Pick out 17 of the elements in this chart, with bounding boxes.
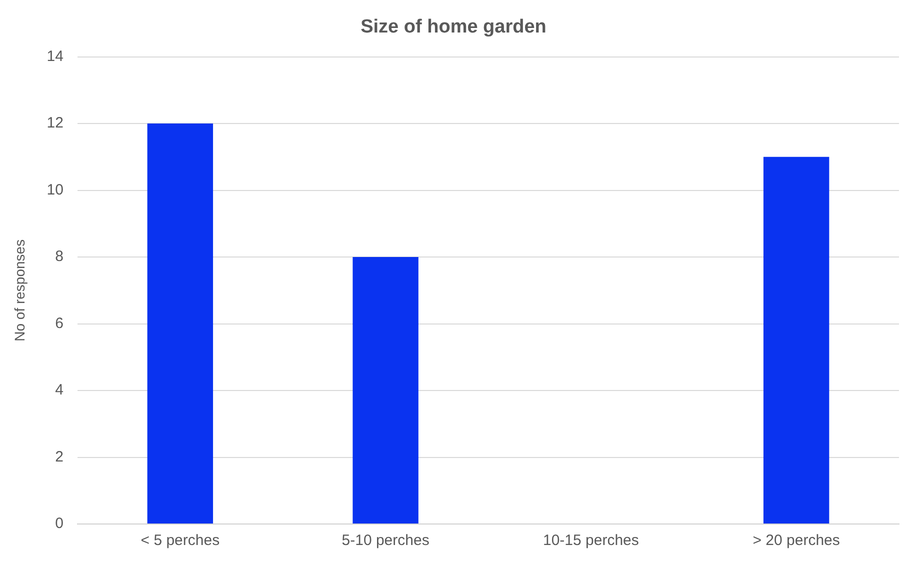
chart-title: Size of home garden bbox=[360, 16, 546, 38]
x-tick-label: > 20 perches bbox=[752, 532, 840, 550]
x-tick-label: 10-15 perches bbox=[542, 532, 639, 550]
y-tick-label: 14 bbox=[46, 48, 64, 65]
y-tick-label: 2 bbox=[55, 448, 64, 466]
bar bbox=[352, 257, 418, 524]
bar bbox=[763, 156, 830, 524]
y-axis-title: No of responses bbox=[11, 239, 28, 342]
y-tick-label: 8 bbox=[55, 248, 64, 266]
y-tick-label: 12 bbox=[46, 114, 64, 132]
y-tick-label: 10 bbox=[46, 181, 64, 198]
y-tick-label: 0 bbox=[55, 515, 64, 532]
x-tick-label: < 5 perches bbox=[140, 532, 220, 550]
x-tick-label: 5-10 perches bbox=[342, 532, 430, 550]
y-tick-label: 6 bbox=[55, 314, 64, 332]
bar bbox=[147, 124, 214, 524]
y-tick-label: 4 bbox=[55, 382, 64, 399]
